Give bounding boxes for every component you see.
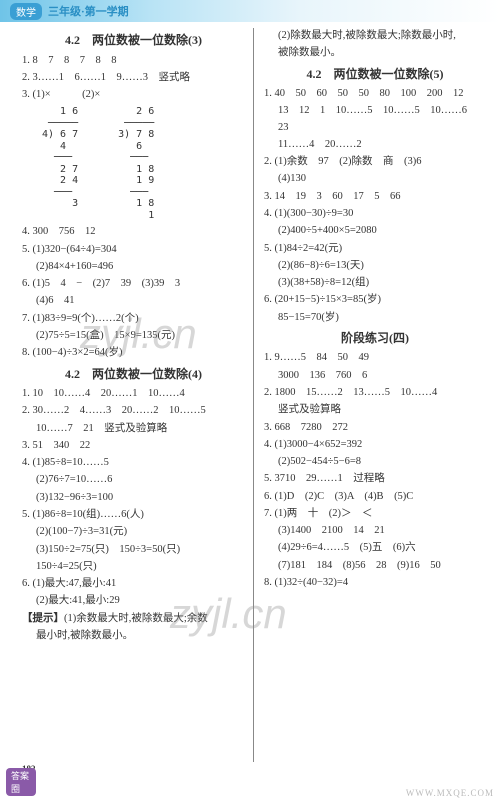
hint-text: 最小时,被除数最小。 — [22, 628, 245, 644]
hint-text: (1)余数最大时,被除数最大;余数 — [64, 613, 208, 624]
answer-line: (3)(38+58)÷8=12(组) — [264, 275, 486, 291]
answer-line: (2)(86−8)÷6=13(天) — [264, 258, 486, 274]
answer-line: 7. (1)83÷9=9(个)……2(个) — [22, 311, 245, 327]
hint-line: 【提示】(1)余数最大时,被除数最大;余数 — [22, 611, 245, 627]
answer-line: 4. (1)85÷8=10……5 — [22, 455, 245, 471]
answer-line: 4. 300 756 12 — [22, 224, 245, 240]
answer-line: 6. (1)5 4 − (2)7 39 (3)39 3 — [22, 276, 245, 292]
answer-line: 3. (1)× (2)× — [22, 87, 245, 103]
answer-line: (3)1400 2100 14 21 — [264, 523, 486, 539]
tag-badge: 答案圈 — [6, 768, 36, 796]
answer-line: 2. 30……2 4……3 20……2 10……5 — [22, 403, 245, 419]
answer-line: 3. 14 19 3 60 17 5 66 — [264, 189, 486, 205]
footer-url: WWW.MXQE.COM — [406, 788, 494, 798]
answer-line: (2)75÷5=15(盒) 15×9=135(元) — [22, 328, 245, 344]
answer-line: (2)400÷5+400×5=2080 — [264, 223, 486, 239]
answer-line: (4)6 41 — [22, 293, 245, 309]
answer-line: 8. (100−4)÷3×2=64(岁) — [22, 345, 245, 361]
answer-line: 7. (1)两 十 (2)＞ ＜ — [264, 506, 486, 522]
answer-line: (3)150÷2=75(只) 150÷3=50(只) — [22, 542, 245, 558]
answer-line: 3. 51 340 22 — [22, 438, 245, 454]
right-column: (2)除数最大时,被除数最大;除数最小时, 被除数最小。 4.2 两位数被一位数… — [254, 28, 486, 762]
answer-line: (2)76÷7=10……6 — [22, 472, 245, 488]
answer-line: (2)84×4+160=496 — [22, 259, 245, 275]
answer-line: 2. (1)余数 97 (2)除数 商 (3)6 — [264, 154, 486, 170]
answer-line: 6. (1)最大:47,最小:41 — [22, 576, 245, 592]
answer-line: 85−15=70(岁) — [264, 310, 486, 326]
answer-line: (2)最大:41,最小:29 — [22, 593, 245, 609]
left-column: 4.2 两位数被一位数除(3) 1. 8 7 8 7 8 8 2. 3……1 6… — [22, 28, 254, 762]
answer-line: 5. 3710 29……1 过程略 — [264, 471, 486, 487]
answer-line: 150÷4=25(只) — [22, 559, 245, 575]
hint-label: 【提示】 — [22, 613, 64, 624]
answer-line: (4)29÷6=4……5 (5)五 (6)六 — [264, 540, 486, 556]
answer-line: (7)181 184 (8)56 28 (9)16 50 — [264, 558, 486, 574]
answer-line: 1. 10 10……4 20……1 10……4 — [22, 386, 245, 402]
answer-line: 4. (1)3000−4×652=392 — [264, 437, 486, 453]
answer-line: 6. (20+15−5)÷15×3=85(岁) — [264, 292, 486, 308]
answer-line: 10……7 21 竖式及验算略 — [22, 421, 245, 437]
answer-line: (2)502−454÷5−6=8 — [264, 454, 486, 470]
answer-line: 13 12 1 10……5 10……5 10……6 23 — [264, 103, 486, 136]
answer-line: (2)除数最大时,被除数最大;除数最小时, — [264, 28, 486, 44]
answer-line: (4)130 — [264, 171, 486, 187]
answer-line: 1. 8 7 8 7 8 8 — [22, 53, 245, 69]
footer-logo-area: 答案圈 — [6, 764, 40, 798]
answer-line: 1. 40 50 60 50 50 80 100 200 12 — [264, 86, 486, 102]
answer-line: 1. 9……5 84 50 49 — [264, 350, 486, 366]
answer-line: (3)132−96÷3=100 — [22, 490, 245, 506]
long-division: 1 6 ───── 4) 6 7 4 ─── 2 7 2 4 ─── 3 — [42, 106, 78, 221]
content-area: 4.2 两位数被一位数除(3) 1. 8 7 8 7 8 8 2. 3……1 6… — [0, 22, 500, 762]
section-title: 4.2 两位数被一位数除(3) — [22, 31, 245, 50]
answer-line: 2. 3……1 6……1 9……3 竖式略 — [22, 70, 245, 86]
answer-line: 3. 668 7280 272 — [264, 420, 486, 436]
answer-line: 竖式及验算略 — [264, 402, 486, 418]
answer-line: 5. (1)86÷8=10(组)……6(人) — [22, 507, 245, 523]
answer-line: 11……4 20……2 — [264, 137, 486, 153]
subject-badge: 数学 — [10, 3, 42, 20]
answer-line: 4. (1)(300−30)÷9=30 — [264, 206, 486, 222]
answer-line: 5. (1)320−(64÷4)=304 — [22, 242, 245, 258]
page-header: 数学 三年级·第一学期 — [0, 0, 500, 22]
page-footer: 答案圈 WWW.MXQE.COM — [0, 778, 500, 800]
answer-line: 5. (1)84÷2=42(元) — [264, 241, 486, 257]
answer-line: 被除数最小。 — [264, 45, 486, 61]
division-work: 1 6 ───── 4) 6 7 4 ─── 2 7 2 4 ─── 3 2 6… — [42, 106, 245, 221]
answer-line: 8. (1)32÷(40−32)=4 — [264, 575, 486, 591]
long-division: 2 6 ───── 3) 7 8 6 ─── 1 8 1 9 ─── 1 8 1 — [118, 106, 154, 221]
answer-line: 6. (1)D (2)C (3)A (4)B (5)C — [264, 489, 486, 505]
grade-text: 三年级·第一学期 — [48, 3, 129, 19]
answer-line: 3000 136 760 6 — [264, 368, 486, 384]
section-title: 4.2 两位数被一位数除(4) — [22, 365, 245, 384]
answer-line: (2)(100−7)÷3=31(元) — [22, 524, 245, 540]
section-title: 阶段练习(四) — [264, 329, 486, 348]
answer-line: 2. 1800 15……2 13……5 10……4 — [264, 385, 486, 401]
section-title: 4.2 两位数被一位数除(5) — [264, 65, 486, 84]
